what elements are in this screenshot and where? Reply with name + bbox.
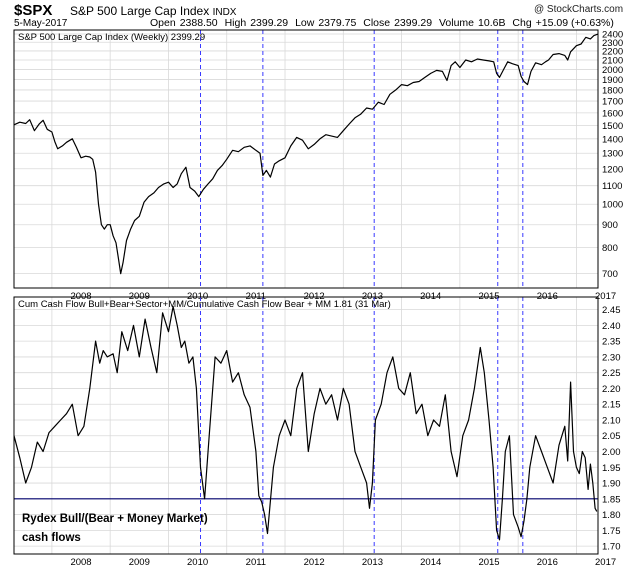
open-label: Open [150,17,176,29]
y-tick-label: 2.25 [602,368,621,379]
high-label: High [224,17,247,29]
x-tick-label: 2013 [362,557,383,568]
series-legend: Cum Cash Flow Bull+Bear+Sector+MM/Cumula… [18,299,391,310]
y-tick-label: 1900 [602,75,623,86]
y-tick-label: 1.90 [602,479,621,490]
quote-summary: Open 2388.50 High 2399.29 Low 2379.75 Close… [150,17,618,29]
y-tick-label: 2.20 [602,384,621,395]
ticker-symbol: $SPX [14,2,53,19]
series-legend: S&P 500 Large Cap Index (Weekly) 2399.29 [18,32,205,43]
y-tick-label: 2400 [602,30,623,41]
low-label: Low [295,17,315,29]
high-value: 2399.29 [250,17,289,29]
y-tick-label: 1700 [602,97,623,108]
y-tick-label: 1.80 [602,510,621,521]
chg-label: Chg [512,17,532,29]
open-value: 2388.50 [179,17,218,29]
y-tick-label: 1100 [602,181,622,192]
index-title: S&P 500 Large Cap Index [70,4,210,18]
y-tick-label: 2.30 [602,352,621,363]
y-tick-label: 1300 [602,149,623,160]
y-tick-label: 1400 [602,134,623,145]
annotation-text: cash flows [22,532,81,544]
exchange-label: INDX [212,7,237,18]
x-tick-label: 2008 [70,557,91,568]
series-line [13,305,598,541]
y-tick-label: 900 [602,220,618,231]
close-value: 2399.29 [394,17,433,29]
copyright-label: @ StockCharts.com [534,4,624,15]
x-tick-label: 2010 [187,557,208,568]
y-tick-label: 1600 [602,108,623,119]
y-tick-label: 2200 [602,46,623,57]
x-tick-label: 2017 [595,291,616,302]
y-tick-label: 2300 [602,38,623,49]
quote-date: 5-May-2017 [14,18,68,29]
x-tick-label: 2016 [537,557,558,568]
y-tick-label: 2.10 [602,415,621,426]
y-tick-label: 1.95 [602,463,621,474]
index-name: S&P 500 Large Cap Index INDX [70,4,236,18]
chg-value: +15.09 (+0.63%) [535,17,614,29]
y-tick-label: 2.00 [602,447,621,458]
y-tick-label: 1500 [602,121,623,132]
y-tick-label: 2.45 [602,305,621,316]
y-tick-label: 1.75 [602,526,621,537]
panel-frame [13,296,599,555]
close-label: Close [363,17,391,29]
panel-frame [13,29,599,289]
x-tick-label: 2015 [478,557,499,568]
x-tick-label: 2014 [420,557,441,568]
y-tick-label: 1800 [602,85,623,96]
y-tick-label: 1000 [602,200,623,211]
y-tick-label: 2000 [602,65,623,76]
y-tick-label: 2.40 [602,321,621,332]
series-line [13,33,599,275]
y-tick-label: 1.70 [602,542,621,553]
annotation-text: Rydex Bull/(Bear + Money Market) [22,513,208,525]
y-tick-label: 800 [602,243,618,254]
x-tick-label: 2009 [129,557,150,568]
x-tick-label: 2011 [246,557,266,568]
low-value: 2379.75 [318,17,357,29]
y-tick-label: 2.05 [602,431,621,442]
y-tick-label: 2100 [602,55,623,66]
y-tick-label: 2.35 [602,337,621,348]
y-tick-label: 700 [602,269,618,280]
y-tick-label: 1.85 [602,494,621,505]
volume-label: Volume [438,17,475,29]
x-tick-label: 2012 [304,557,325,568]
x-tick-label: 2017 [595,557,616,568]
cash-flow-panel: 2.45 2.40 2.35 2.30 2.25 2.20 2.15 2.10 2.05 2.00… [13,296,621,568]
y-tick-label: 2.15 [602,400,621,411]
volume-value: 10.6B [478,17,506,29]
y-tick-label: 1200 [602,164,623,175]
